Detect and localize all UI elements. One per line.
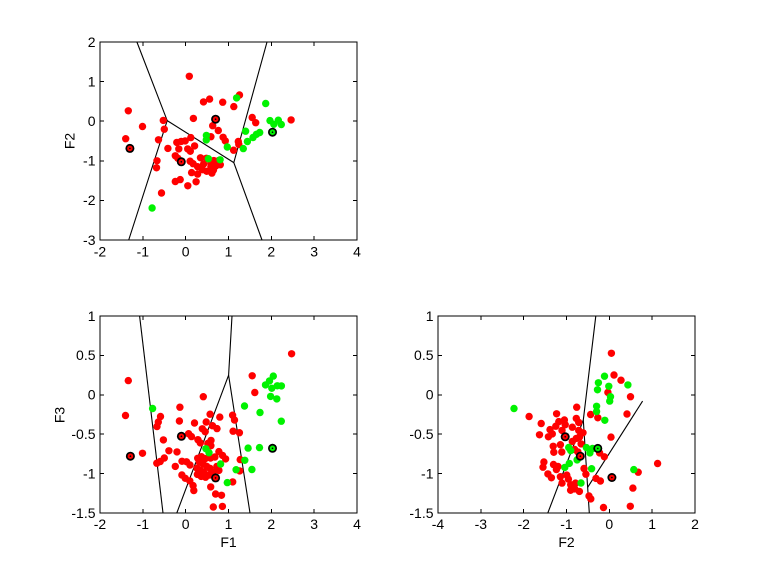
svg-text:-2: -2: [83, 192, 96, 208]
svg-text:-1: -1: [83, 153, 96, 169]
svg-text:1: 1: [426, 308, 434, 324]
svg-text:0: 0: [182, 516, 190, 532]
svg-text:-1: -1: [421, 465, 434, 481]
svg-text:1: 1: [225, 516, 233, 532]
svg-text:-2: -2: [517, 516, 530, 532]
svg-text:2: 2: [88, 34, 96, 50]
svg-text:0.5: 0.5: [76, 347, 96, 363]
svg-text:-0.5: -0.5: [71, 426, 95, 442]
svg-text:-1.5: -1.5: [409, 505, 433, 521]
svg-text:-1: -1: [137, 243, 150, 259]
svg-text:4: 4: [353, 516, 361, 532]
svg-text:2: 2: [267, 243, 275, 259]
svg-text:1: 1: [88, 73, 96, 89]
svg-text:-3: -3: [475, 516, 488, 532]
svg-text:-1: -1: [560, 516, 573, 532]
svg-text:0: 0: [88, 387, 96, 403]
svg-text:2: 2: [267, 516, 275, 532]
svg-text:0: 0: [88, 113, 96, 129]
svg-text:1: 1: [88, 308, 96, 324]
svg-text:F2: F2: [62, 133, 78, 150]
svg-text:-1: -1: [137, 516, 150, 532]
svg-text:4: 4: [353, 243, 361, 259]
svg-text:-2: -2: [94, 516, 107, 532]
svg-text:F1: F1: [220, 534, 237, 550]
svg-text:-4: -4: [432, 516, 445, 532]
svg-text:0: 0: [426, 387, 434, 403]
svg-text:0: 0: [605, 516, 613, 532]
svg-text:0.5: 0.5: [414, 347, 434, 363]
svg-text:F3: F3: [52, 407, 68, 424]
svg-text:-1.5: -1.5: [71, 505, 95, 521]
svg-text:3: 3: [310, 516, 318, 532]
svg-text:-1: -1: [83, 465, 96, 481]
svg-text:-2: -2: [94, 243, 107, 259]
svg-text:F2: F2: [558, 534, 575, 550]
svg-text:1: 1: [648, 516, 656, 532]
svg-text:3: 3: [310, 243, 318, 259]
svg-text:-0.5: -0.5: [409, 426, 433, 442]
svg-text:2: 2: [691, 516, 699, 532]
svg-text:-3: -3: [83, 232, 96, 248]
svg-text:0: 0: [182, 243, 190, 259]
svg-text:1: 1: [225, 243, 233, 259]
